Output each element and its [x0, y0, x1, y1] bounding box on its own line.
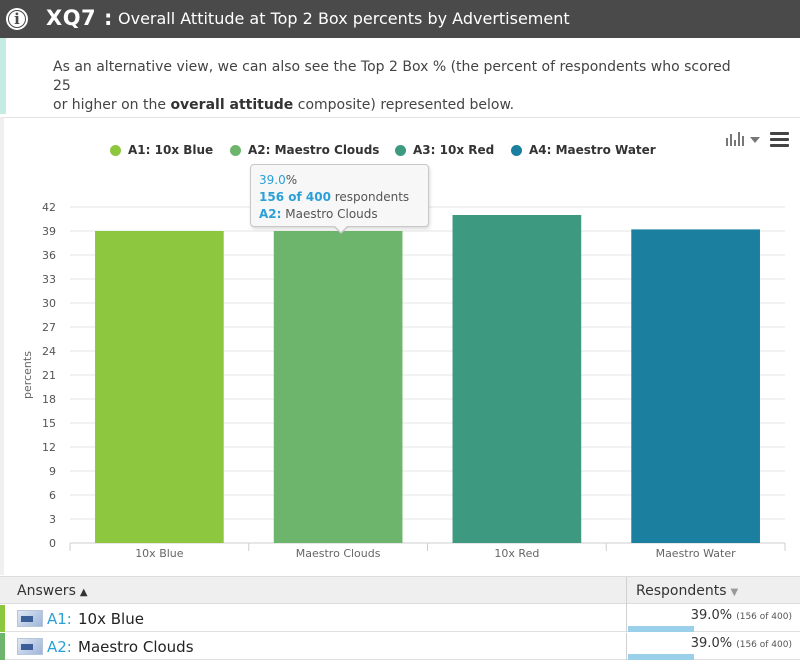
row-code[interactable]: A1: [47, 610, 72, 628]
sort-descending-icon: ▼ [730, 587, 739, 598]
info-icon[interactable]: i [6, 8, 28, 30]
bar-3 [452, 215, 582, 543]
row-count: (156 of 400) [736, 612, 792, 622]
legend-marker [110, 144, 121, 156]
column-header-respondents-label: Respondents [636, 583, 727, 599]
answers-table: Answers ▲ Respondents ▼ A1: 10x Blue 39.0%… [0, 576, 800, 661]
row-count: (156 of 400) [736, 640, 792, 650]
description-line2-prefix: or higher on the [53, 97, 171, 113]
tooltip-value-line: 39.0% [259, 172, 420, 189]
bar-chart-icon[interactable] [726, 132, 744, 146]
table-header: Answers ▲ Respondents ▼ [0, 576, 800, 605]
y-tick-label: 18 [42, 393, 56, 406]
row-name: 10x Blue [78, 610, 144, 628]
legend-item-a1[interactable]: A1: 10x Blue [110, 143, 213, 157]
legend-item-a4[interactable]: A4: Maestro Water [511, 143, 656, 157]
tooltip-count-line: 156 of 400 respondents [259, 189, 420, 206]
y-tick-label: 42 [42, 201, 56, 214]
legend-marker [230, 144, 241, 156]
bar-4 [631, 229, 760, 543]
y-tick-label: 33 [42, 273, 56, 286]
legend-label: A4: Maestro Water [529, 143, 656, 157]
y-axis-label: percents [21, 351, 34, 399]
row-accent [0, 605, 5, 632]
tooltip-value: 39.0 [259, 173, 286, 187]
bar-1 [95, 231, 224, 543]
tooltip-series-line: A2: Maestro Clouds [259, 206, 420, 223]
sort-ascending-icon: ▲ [79, 587, 88, 598]
description-line2-suffix: composite) represented below. [293, 97, 515, 113]
legend-item-a3[interactable]: A3: 10x Red [395, 143, 494, 157]
description-text: As an alternative view, we can also see … [53, 58, 743, 115]
row-progress-bar [628, 654, 694, 660]
description-accent-bar [0, 38, 6, 114]
y-tick-label: 12 [42, 441, 56, 454]
row-accent [0, 633, 5, 660]
legend-item-a2[interactable]: A2: Maestro Clouds [230, 143, 379, 157]
row-percent: 39.0% (156 of 400) [691, 636, 792, 651]
row-progress-bar [628, 626, 694, 632]
row-percent-value: 39.0% [690, 636, 733, 651]
column-divider [626, 633, 627, 660]
table-row[interactable]: A2: Maestro Clouds 39.0% (156 of 400) [0, 633, 800, 660]
row-name: Maestro Clouds [78, 638, 194, 656]
x-tick-label: Maestro Water [656, 547, 737, 560]
tooltip-series-name: Maestro Clouds [281, 207, 378, 221]
ad-thumbnail [17, 638, 43, 655]
row-percent: 39.0% (156 of 400) [691, 608, 792, 623]
tooltip-count: 156 of 400 [259, 190, 331, 204]
table-row[interactable]: A1: 10x Blue 39.0% (156 of 400) [0, 605, 800, 632]
chart-tooltip: 39.0% 156 of 400 respondents A2: Maestro… [250, 164, 429, 227]
tooltip-count-suffix: respondents [330, 190, 410, 204]
y-tick-label: 24 [42, 345, 56, 358]
y-tick-label: 39 [42, 225, 56, 238]
column-divider [626, 605, 627, 632]
column-header-respondents[interactable]: Respondents ▼ [636, 583, 738, 599]
legend-label: A3: 10x Red [413, 143, 495, 157]
y-tick-label: 6 [49, 489, 56, 502]
tooltip-value-unit: % [285, 173, 298, 187]
column-header-answers[interactable]: Answers ▲ [17, 583, 88, 599]
legend-label: A1: 10x Blue [128, 143, 214, 157]
y-tick-label: 36 [42, 249, 56, 262]
page-title: Overall Attitude at Top 2 Box percents b… [118, 9, 570, 28]
tooltip-pointer [334, 226, 348, 234]
bar-2 [273, 231, 403, 543]
chart-legend: A1: 10x Blue A2: Maestro Clouds A3: 10x … [0, 143, 800, 161]
y-tick-label: 3 [49, 513, 56, 526]
description-line1: As an alternative view, we can also see … [53, 59, 731, 94]
y-tick-label: 21 [42, 369, 56, 382]
column-divider [626, 577, 627, 605]
ad-thumbnail [17, 610, 43, 627]
chevron-down-icon[interactable] [750, 137, 760, 143]
hamburger-menu-icon[interactable] [770, 132, 789, 147]
y-tick-label: 9 [49, 465, 56, 478]
description-emphasis: overall attitude [170, 97, 294, 113]
x-tick-label: 10x Blue [135, 547, 184, 560]
column-header-answers-label: Answers [17, 583, 76, 599]
y-tick-label: 0 [49, 537, 56, 550]
row-code[interactable]: A2: [47, 638, 72, 656]
question-id: XQ7 : [46, 6, 113, 30]
x-tick-label: Maestro Clouds [296, 547, 381, 560]
x-tick-label: 10x Red [494, 547, 539, 560]
y-tick-label: 27 [42, 321, 56, 334]
header-bar: i XQ7 : Overall Attitude at Top 2 Box pe… [0, 0, 800, 38]
legend-marker [395, 144, 406, 156]
tooltip-series-code: A2: [259, 207, 282, 221]
legend-marker [511, 144, 522, 156]
y-tick-label: 30 [42, 297, 56, 310]
legend-label: A2: Maestro Clouds [248, 143, 380, 157]
row-percent-value: 39.0% [690, 608, 733, 623]
y-tick-label: 15 [42, 417, 56, 430]
